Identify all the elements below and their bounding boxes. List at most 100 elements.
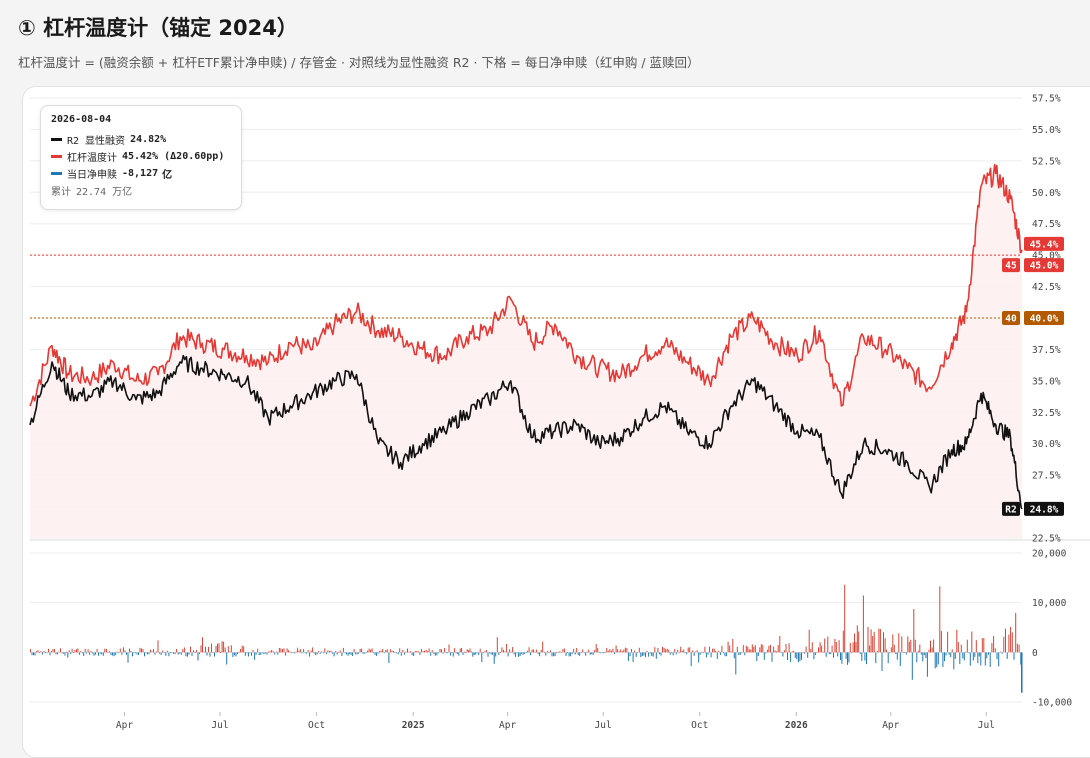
flow-bar — [565, 652, 567, 656]
flow-bar — [241, 645, 243, 653]
flow-bar — [67, 652, 69, 658]
flow-bar — [227, 646, 229, 653]
flow-bar — [506, 644, 508, 653]
flow-bar — [989, 652, 991, 667]
ref45-tag: 45 — [1005, 261, 1017, 272]
flow-bar — [847, 652, 848, 665]
flow-bar — [878, 628, 880, 653]
flow-bar — [681, 650, 683, 653]
flow-bar — [391, 650, 393, 653]
flow-bar — [417, 651, 419, 653]
flow-bar — [504, 651, 506, 653]
flow-bar — [626, 648, 628, 653]
flow-bar — [456, 652, 458, 654]
flow-bar — [382, 648, 384, 653]
x-tick-label: 2025 — [402, 720, 425, 731]
flow-bar — [794, 652, 796, 658]
flow-bar — [999, 651, 1001, 653]
flow-bar — [99, 652, 101, 654]
flow-bar — [493, 652, 495, 664]
tooltip-flow-label: 当日净申赎 — [67, 170, 117, 181]
flow-bar — [675, 652, 677, 655]
leverage-chart[interactable]: 57.5% 55.0% 52.5% 50.0% 47.5% 45.0% 42.5% 40.0%… — [0, 0, 1090, 737]
flow-bar — [687, 647, 689, 653]
flow-bar — [254, 652, 256, 660]
flow-bar — [895, 652, 897, 654]
flow-bar — [991, 643, 993, 653]
flow-bar — [365, 652, 367, 654]
flow-bar — [934, 652, 936, 669]
flow-bar — [951, 649, 953, 653]
flow-bar — [801, 652, 802, 660]
flow-bar — [852, 642, 854, 653]
flow-bar — [813, 652, 815, 660]
flow-bar — [498, 652, 500, 655]
flow-bar — [371, 648, 373, 653]
flow-bar — [940, 631, 942, 653]
flow-bar — [266, 652, 268, 655]
flow-bar — [977, 652, 979, 664]
flow-bar — [774, 650, 776, 653]
flow-y-tick-label: -10,000 — [1032, 698, 1072, 709]
flow-bar — [828, 652, 830, 655]
flow-bar — [403, 652, 405, 655]
flow-bar — [660, 652, 662, 656]
flow-bar — [73, 652, 75, 653]
flow-bar — [341, 652, 343, 656]
flow-bar — [144, 652, 145, 657]
flow-bar — [478, 652, 480, 656]
flow-bar — [439, 649, 441, 653]
flow-bar — [729, 645, 731, 653]
flow-bar — [554, 652, 556, 656]
flow-bar — [983, 638, 985, 653]
flow-bar — [349, 652, 351, 654]
y-tick-label: 52.5% — [1032, 156, 1061, 167]
flow-bar — [379, 650, 381, 653]
flow-bar — [736, 646, 738, 653]
flow-bar — [733, 652, 735, 659]
flow-bar — [701, 651, 703, 653]
r2-swatch-icon — [51, 138, 62, 141]
flow-bar — [307, 650, 309, 653]
flow-bar — [1005, 628, 1006, 653]
flow-bar — [585, 652, 587, 656]
flow-bar — [237, 652, 238, 654]
flow-bar — [519, 652, 521, 657]
r2-end-badge-bg — [1024, 501, 1064, 516]
flow-bar — [156, 651, 157, 653]
flow-bar — [431, 650, 433, 653]
flow-bar — [914, 639, 916, 653]
flow-bar — [297, 647, 299, 653]
flow-bar — [601, 652, 603, 654]
flow-bar — [780, 652, 782, 653]
flow-bar — [145, 652, 147, 654]
flow-bar — [400, 652, 402, 656]
y-tick-label: 55.0% — [1032, 125, 1061, 136]
flow-bar — [910, 639, 912, 653]
flow-bar — [373, 652, 375, 654]
flow-bar — [690, 652, 692, 667]
flow-bar — [159, 652, 161, 654]
flow-bar — [735, 652, 737, 675]
flow-bar — [113, 652, 115, 657]
flow-bar — [36, 651, 37, 653]
flow-bar — [246, 652, 248, 654]
flow-bar — [816, 652, 818, 654]
flow-bar — [898, 633, 900, 653]
flow-bar — [324, 648, 326, 653]
flow-bar — [745, 645, 747, 653]
flow-bar — [244, 652, 246, 656]
flow-bar — [336, 652, 338, 655]
flow-bar — [304, 652, 306, 654]
flow-bar — [579, 652, 581, 656]
flow-bar — [721, 646, 723, 653]
flow-bar — [902, 652, 904, 654]
flow-bar — [592, 652, 594, 655]
flow-bar — [385, 650, 387, 653]
flow-bar — [844, 584, 846, 653]
flow-bar — [191, 652, 193, 656]
flow-bar — [132, 652, 133, 657]
flow-bar — [458, 652, 460, 656]
flow-bar — [563, 648, 565, 653]
flow-bar — [162, 650, 164, 653]
